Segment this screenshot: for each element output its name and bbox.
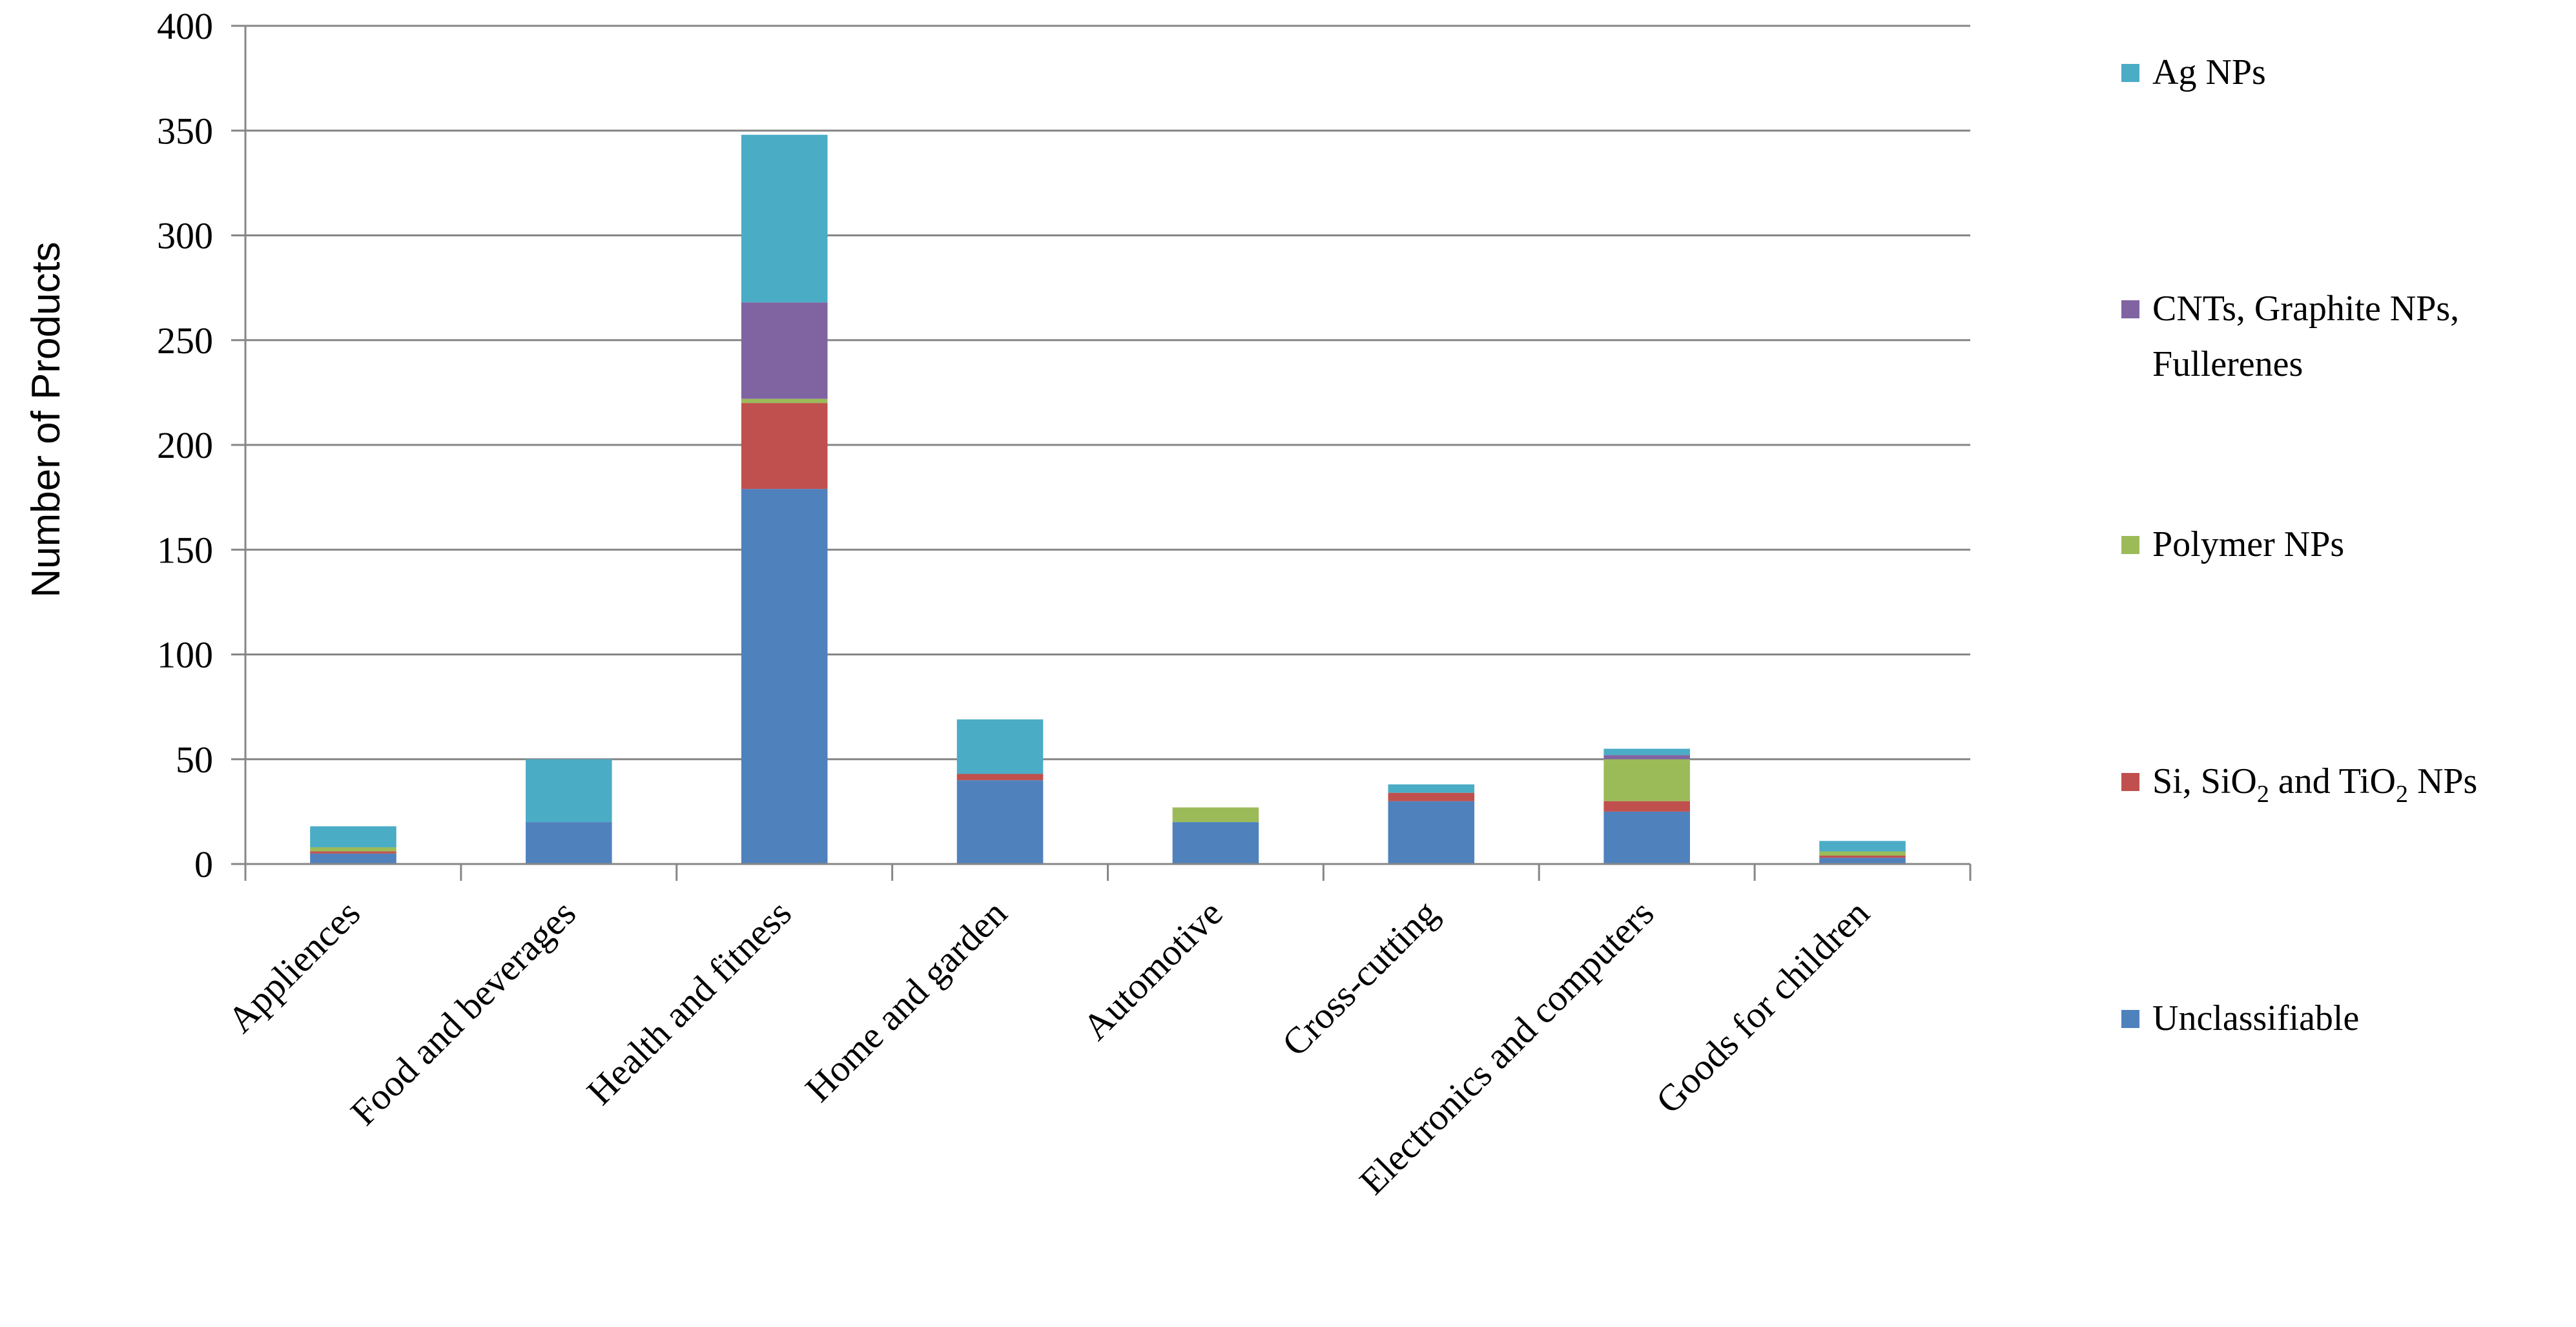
bar-appliences-polymer-nps [310, 847, 397, 852]
bar-cross-cutting-si-sio2-and-tio2-nps [1388, 792, 1475, 801]
legend-label-si-part2: and TiO [2269, 761, 2396, 801]
legend-label-unclassifiable: Unclassifiable [2152, 998, 2359, 1038]
legend-label-si-sub2: 2 [2396, 781, 2408, 808]
y-tick-label-50: 50 [176, 739, 213, 781]
legend-swatch-si-sio2-tio2 [2121, 773, 2139, 791]
x-category-label-food-and-beverages: Food and beverages [342, 892, 584, 1133]
y-tick-label-100: 100 [157, 634, 213, 676]
legend-swatch-ag-nps [2121, 64, 2139, 82]
legend-label-si-sio2-tio2: Si, SiO2 and TiO2 NPs [2152, 761, 2477, 808]
x-category-label-appliences: Appliences [220, 892, 368, 1040]
x-category-label-goods-for-children: Goods for children [1647, 892, 1877, 1122]
legend-item-unclassifiable: Unclassifiable [2121, 998, 2359, 1038]
bar-goods-for-children-si-sio2-and-tio2-nps [1819, 856, 1906, 858]
legend-item-si-sio2-tio2: Si, SiO2 and TiO2 NPs [2121, 761, 2477, 808]
x-category-label-automotive: Automotive [1075, 892, 1231, 1048]
bar-health-and-fitness-cnts-graphite-nps-fullerenes [741, 302, 828, 399]
bar-food-and-beverages-unclassifiable [526, 822, 612, 864]
legend-item-polymer-nps: Polymer NPs [2121, 524, 2344, 564]
bar-health-and-fitness-unclassifiable [741, 489, 828, 864]
y-tick-labels: 0 50 100 150 200 250 300 350 400 [157, 5, 213, 885]
legend-label-si-sub1: 2 [2257, 781, 2269, 808]
bar-health-and-fitness-polymer-nps [741, 398, 828, 404]
axes [231, 25, 1972, 881]
bar-automotive-unclassifiable [1172, 822, 1259, 864]
bar-electronics-and-computers-ag-nps [1603, 748, 1690, 756]
bar-electronics-and-computers-si-sio2-and-tio2-nps [1603, 801, 1690, 812]
legend-label-polymer-nps: Polymer NPs [2152, 524, 2344, 564]
bar-food-and-beverages-ag-nps [526, 759, 612, 823]
legend-label-si-part1: Si, SiO [2152, 761, 2257, 801]
bar-home-and-garden-unclassifiable [956, 780, 1044, 864]
legend-item-ag-nps: Ag NPs [2121, 52, 2266, 92]
x-category-label-health-and-fitness: Health and fitness [579, 892, 799, 1113]
legend-item-cnts: CNTs, Graphite NPs, Fullerenes [2121, 289, 2459, 384]
legend-swatch-polymer-nps [2121, 536, 2139, 554]
legend-swatch-unclassifiable [2121, 1010, 2139, 1028]
bar-goods-for-children-unclassifiable [1819, 858, 1906, 864]
bar-appliences-ag-nps [310, 826, 397, 848]
y-tick-label-0: 0 [194, 843, 213, 885]
bar-appliences-si-sio2-and-tio2-nps [310, 851, 397, 854]
y-tick-label-400: 400 [157, 5, 213, 47]
y-tick-label-300: 300 [157, 215, 213, 257]
bar-health-and-fitness-si-sio2-and-tio2-nps [741, 403, 828, 489]
y-tick-label-200: 200 [157, 424, 213, 466]
gridlines [245, 25, 1970, 761]
bars [310, 134, 1906, 864]
legend-swatch-cnts [2121, 300, 2139, 318]
bar-electronics-and-computers-cnts-graphite-nps-fullerenes [1603, 755, 1690, 759]
legend-label-si-part3: NPs [2408, 761, 2477, 801]
bar-health-and-fitness-ag-nps [741, 134, 828, 303]
legend: Ag NPs CNTs, Graphite NPs, Fullerenes Po… [2121, 52, 2477, 1038]
y-tick-label-350: 350 [157, 110, 213, 152]
bar-cross-cutting-unclassifiable [1388, 801, 1475, 864]
bar-electronics-and-computers-unclassifiable [1603, 811, 1690, 864]
y-tick-label-150: 150 [157, 529, 213, 571]
y-tick-label-250: 250 [157, 320, 213, 362]
x-category-label-cross-cutting: Cross-cutting [1274, 892, 1447, 1064]
bar-goods-for-children-ag-nps [1819, 841, 1906, 852]
bar-appliences-unclassifiable [310, 853, 397, 864]
legend-label-cnts-line2: Fullerenes [2152, 344, 2303, 384]
bar-home-and-garden-ag-nps [956, 719, 1044, 774]
bar-automotive-polymer-nps [1172, 807, 1259, 823]
legend-label-cnts-line1: CNTs, Graphite NPs, [2152, 289, 2459, 329]
bar-goods-for-children-polymer-nps [1819, 851, 1906, 856]
x-category-label-home-and-garden: Home and garden [797, 892, 1015, 1109]
bar-home-and-garden-si-sio2-and-tio2-nps [956, 774, 1044, 781]
bar-electronics-and-computers-polymer-nps [1603, 759, 1690, 801]
legend-label-ag-nps: Ag NPs [2152, 52, 2266, 92]
y-axis-title: Number of Products [24, 242, 68, 597]
bar-cross-cutting-ag-nps [1388, 784, 1475, 793]
